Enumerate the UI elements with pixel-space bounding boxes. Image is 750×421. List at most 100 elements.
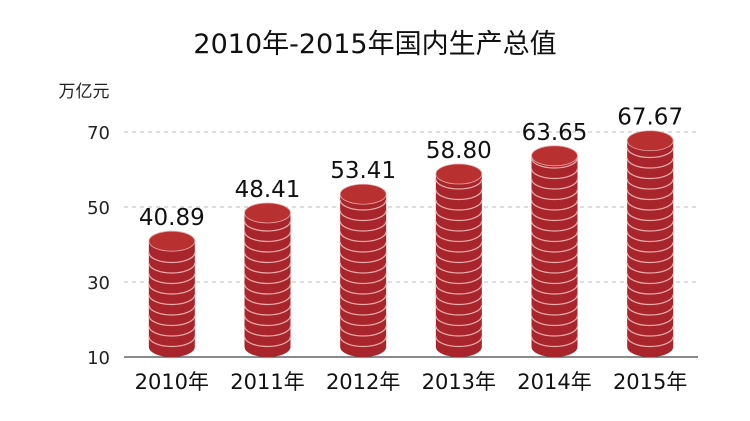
coin-edge bbox=[339, 273, 387, 285]
coin-edge bbox=[626, 231, 674, 243]
bar-2015年 bbox=[626, 130, 674, 357]
coin-edge bbox=[626, 189, 674, 201]
coin-edge bbox=[435, 199, 483, 211]
coin-edge bbox=[339, 325, 387, 337]
data-value-label: 40.89 bbox=[139, 205, 205, 231]
coin-edge bbox=[243, 252, 292, 264]
coin-edge bbox=[435, 315, 483, 327]
coin-edge bbox=[435, 336, 483, 348]
coin-edge bbox=[626, 157, 674, 169]
bar-top-coin bbox=[339, 183, 387, 205]
coin-edge bbox=[339, 315, 387, 327]
coin-edge bbox=[148, 273, 196, 285]
coin-edge bbox=[530, 231, 579, 243]
coin-edge bbox=[243, 304, 292, 316]
coin-edge bbox=[626, 336, 674, 348]
bar-body bbox=[244, 212, 291, 357]
data-value-label: 58.80 bbox=[426, 138, 492, 164]
coin-edge bbox=[339, 252, 387, 264]
coin-edge bbox=[243, 273, 292, 285]
coin-edge bbox=[148, 325, 196, 337]
coin-edge bbox=[626, 262, 674, 274]
bar-body bbox=[435, 174, 482, 357]
coin-edge bbox=[530, 220, 579, 232]
coin-edge bbox=[626, 294, 674, 306]
coin-edge bbox=[435, 304, 483, 316]
coin-edge bbox=[243, 315, 292, 327]
data-value-label: 67.67 bbox=[617, 105, 683, 131]
coin-edge bbox=[148, 315, 196, 327]
x-category-label: 2014年 bbox=[517, 370, 591, 394]
bar-top-coin bbox=[531, 145, 578, 167]
coin-edge bbox=[243, 294, 292, 306]
coin-edge bbox=[339, 241, 387, 253]
coin-edge bbox=[243, 231, 292, 243]
coin-edge bbox=[626, 241, 674, 253]
coin-edge bbox=[626, 252, 674, 264]
coin-edge bbox=[243, 262, 292, 274]
data-value-label: 53.41 bbox=[330, 158, 396, 184]
coin-edge bbox=[626, 147, 674, 159]
coin-edge bbox=[435, 241, 483, 253]
coin-edge bbox=[339, 294, 387, 306]
coin-edge bbox=[530, 241, 579, 253]
x-category-label: 2013年 bbox=[422, 370, 496, 394]
coin-edge bbox=[530, 178, 579, 190]
coin-edge bbox=[243, 241, 292, 253]
x-category-label: 2011年 bbox=[230, 370, 304, 394]
coin-edge bbox=[530, 294, 579, 306]
bar-body bbox=[148, 241, 195, 357]
coin-edge bbox=[435, 252, 483, 264]
coin-edge bbox=[626, 283, 674, 295]
coin-edge bbox=[339, 210, 387, 222]
coin-edge bbox=[626, 304, 674, 316]
coin-edge bbox=[435, 231, 483, 243]
y-tick-label: 30 bbox=[87, 273, 110, 294]
coin-edge bbox=[435, 294, 483, 306]
coin-edge bbox=[148, 304, 196, 316]
coin-edge bbox=[339, 336, 387, 348]
coin-edge bbox=[148, 262, 196, 274]
coin-edge bbox=[339, 231, 387, 243]
coin-edge bbox=[530, 315, 579, 327]
coin-edge bbox=[626, 199, 674, 211]
bar-2013年 bbox=[435, 163, 483, 357]
data-value-label: 48.41 bbox=[235, 177, 301, 203]
coin-edge bbox=[339, 283, 387, 295]
bar-top-coin bbox=[244, 202, 291, 224]
coin-edge bbox=[243, 220, 292, 232]
coin-edge bbox=[339, 304, 387, 316]
x-category-label: 2010年 bbox=[135, 370, 209, 394]
coin-edge bbox=[435, 273, 483, 285]
y-tick-label: 10 bbox=[87, 348, 110, 369]
bar-2014年 bbox=[530, 145, 579, 357]
coin-edge bbox=[435, 189, 483, 201]
coin-edge bbox=[530, 304, 579, 316]
coin-edge bbox=[626, 325, 674, 337]
coin-edge bbox=[626, 273, 674, 285]
coin-edge bbox=[339, 262, 387, 274]
coin-edge bbox=[339, 199, 387, 211]
coin-edge bbox=[530, 325, 579, 337]
coin-edge bbox=[626, 220, 674, 232]
coin-edge bbox=[243, 283, 292, 295]
bar-top-coin bbox=[148, 230, 196, 252]
bar-2010年 bbox=[148, 230, 196, 357]
coin-edge bbox=[530, 210, 579, 222]
bar-2012年 bbox=[339, 183, 387, 357]
coin-edge bbox=[530, 262, 579, 274]
coin-edge bbox=[435, 210, 483, 222]
coin-edge bbox=[148, 252, 196, 264]
coin-edge bbox=[530, 199, 579, 211]
coin-edge bbox=[530, 157, 579, 169]
coin-edge bbox=[243, 325, 292, 337]
coin-edge bbox=[530, 189, 579, 201]
bar-body bbox=[531, 155, 578, 357]
coin-edge bbox=[148, 336, 196, 348]
y-tick-label: 50 bbox=[87, 198, 110, 219]
x-category-label: 2012年 bbox=[326, 370, 400, 394]
coin-edge bbox=[626, 315, 674, 327]
coin-edge bbox=[530, 273, 579, 285]
coin-edge bbox=[435, 220, 483, 232]
